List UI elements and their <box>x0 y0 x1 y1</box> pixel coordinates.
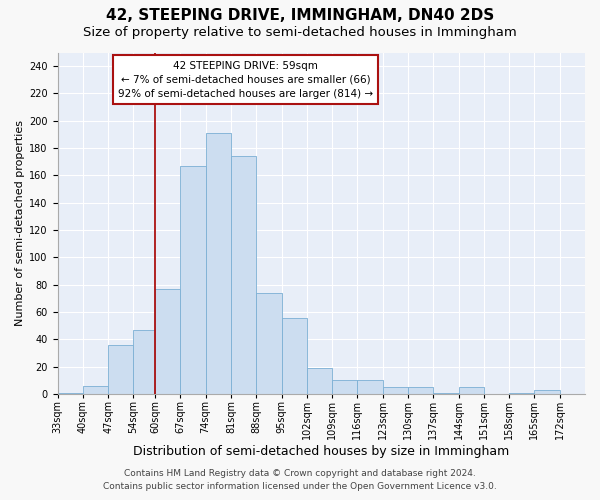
Bar <box>383 387 408 394</box>
Bar <box>83 386 108 394</box>
Bar <box>433 392 458 394</box>
Bar <box>408 387 433 394</box>
Bar <box>332 380 358 394</box>
Bar <box>58 392 83 394</box>
Text: 42, STEEPING DRIVE, IMMINGHAM, DN40 2DS: 42, STEEPING DRIVE, IMMINGHAM, DN40 2DS <box>106 8 494 22</box>
Bar <box>458 387 484 394</box>
Bar <box>181 166 206 394</box>
Bar <box>155 289 181 394</box>
Bar <box>281 318 307 394</box>
Text: Contains HM Land Registry data © Crown copyright and database right 2024.
Contai: Contains HM Land Registry data © Crown c… <box>103 470 497 491</box>
Bar <box>358 380 383 394</box>
Bar <box>206 133 231 394</box>
Bar <box>509 392 535 394</box>
Bar <box>307 368 332 394</box>
Bar <box>108 345 133 394</box>
Text: Size of property relative to semi-detached houses in Immingham: Size of property relative to semi-detach… <box>83 26 517 39</box>
Bar <box>256 293 281 394</box>
Text: 42 STEEPING DRIVE: 59sqm
← 7% of semi-detached houses are smaller (66)
92% of se: 42 STEEPING DRIVE: 59sqm ← 7% of semi-de… <box>118 60 373 98</box>
Y-axis label: Number of semi-detached properties: Number of semi-detached properties <box>15 120 25 326</box>
Bar <box>231 156 256 394</box>
Bar <box>535 390 560 394</box>
Bar <box>133 330 155 394</box>
X-axis label: Distribution of semi-detached houses by size in Immingham: Distribution of semi-detached houses by … <box>133 444 509 458</box>
